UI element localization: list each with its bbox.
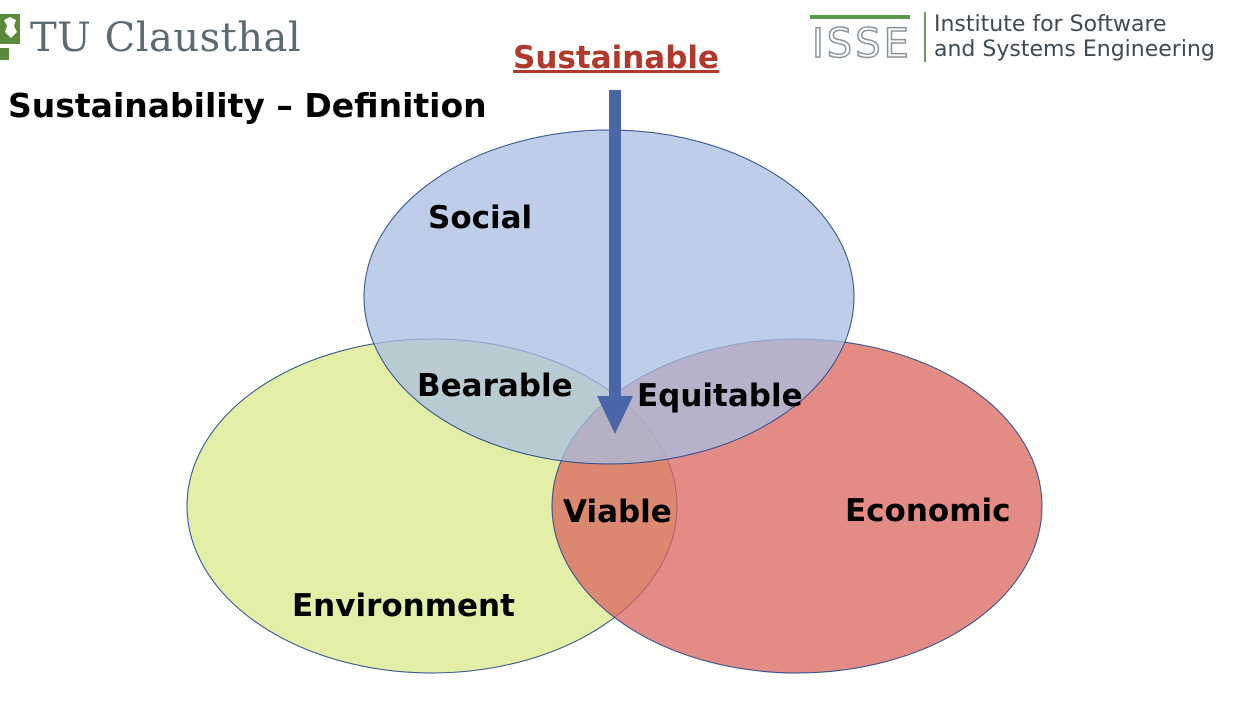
institute-name-line2: and Systems Engineering <box>934 37 1215 62</box>
bearable-label: Bearable <box>417 368 573 404</box>
environment-label: Environment <box>292 588 515 624</box>
sustainable-arrow-shaft <box>609 90 621 400</box>
institute-name-line1: Institute for Software <box>934 12 1167 37</box>
isse-mark-icon: ISSE <box>810 15 912 61</box>
equitable-label: Equitable <box>637 378 803 414</box>
social-label: Social <box>428 200 532 236</box>
institute-logo: ISSE Institute for Software and Systems … <box>810 12 1215 62</box>
slide-title: Sustainability – Definition <box>8 86 487 125</box>
institute-name: Institute for Software and Systems Engin… <box>924 12 1215 62</box>
university-name: TU Clausthal <box>30 15 302 61</box>
sustainable-arrow-head <box>597 396 633 434</box>
viable-label: Viable <box>563 494 672 530</box>
isse-mark-text: ISSE <box>812 21 912 61</box>
economic-label: Economic <box>845 493 1011 529</box>
sustainable-label: Sustainable <box>513 40 720 76</box>
crest-icon <box>0 14 22 62</box>
university-logo: TU Clausthal <box>0 12 301 64</box>
